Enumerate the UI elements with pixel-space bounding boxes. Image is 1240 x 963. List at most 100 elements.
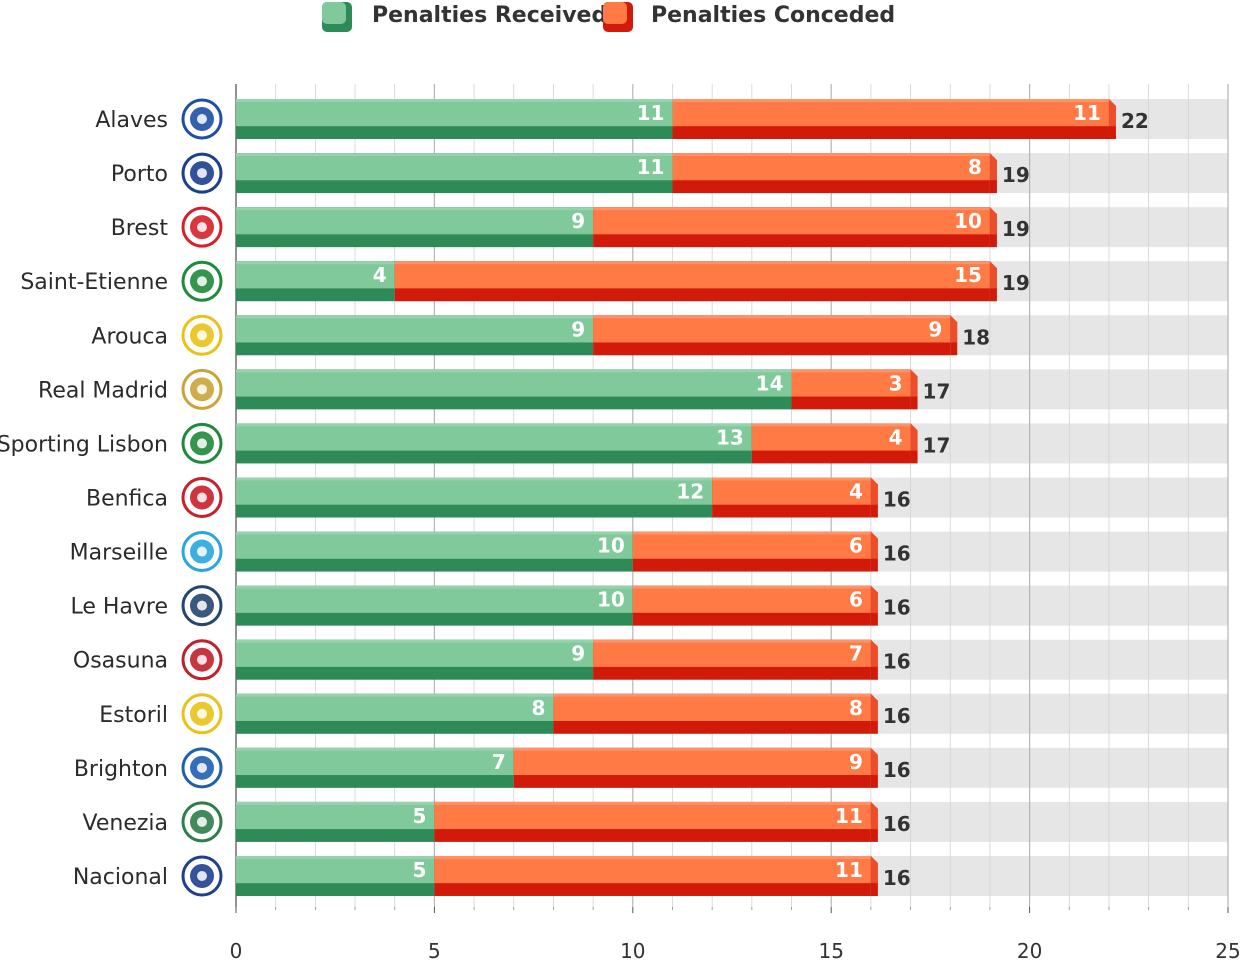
- bar-conceded-face: [513, 747, 871, 776]
- data-label-received: 10: [597, 588, 625, 612]
- bar-conceded-highlight: [434, 801, 871, 805]
- bar-conceded: [434, 801, 878, 842]
- le-havre-crest-icon-dot: [197, 600, 207, 611]
- bar-conceded-highlight: [553, 693, 871, 697]
- bar-conceded-cap-face: [870, 747, 878, 776]
- brighton-crest-icon-dot: [197, 762, 207, 773]
- data-label-conceded: 6: [849, 588, 863, 612]
- total-label: 19: [1002, 217, 1030, 241]
- bar-conceded-cap-face: [950, 315, 958, 343]
- porto-crest-icon: [181, 152, 223, 194]
- total-label: 18: [962, 325, 990, 349]
- data-label-conceded: 4: [889, 425, 903, 449]
- bar-conceded: [791, 369, 918, 410]
- x-tick-label: 5: [428, 939, 441, 959]
- bar-received-highlight: [236, 261, 395, 265]
- venezia-crest-icon: [181, 801, 223, 843]
- data-label-received: 11: [637, 101, 665, 125]
- data-label-conceded: 4: [849, 479, 863, 503]
- team-name-label: Real Madrid: [38, 378, 168, 403]
- data-label-received: 8: [532, 696, 546, 720]
- x-tick-label: 0: [230, 939, 243, 959]
- brest-crest-icon: [181, 206, 223, 248]
- bar-conceded-highlight: [672, 99, 1109, 102]
- bar-conceded-cap-face: [989, 153, 997, 181]
- team-name-label: Venezia: [83, 811, 169, 836]
- bar-received-face: [236, 693, 554, 721]
- sporting-crest-icon-dot: [197, 438, 207, 449]
- bar-conceded-face: [632, 585, 871, 613]
- bar-conceded-face: [751, 423, 911, 451]
- bar-received: [236, 693, 554, 734]
- benfica-crest-icon-dot: [197, 492, 207, 503]
- arouca-crest-icon: [181, 314, 223, 356]
- bar-conceded-highlight: [434, 855, 871, 859]
- x-tick-label: 25: [1215, 939, 1240, 959]
- data-label-received: 11: [637, 155, 665, 179]
- total-label: 16: [883, 866, 911, 890]
- data-label-conceded: 7: [849, 642, 863, 666]
- data-label-conceded: 8: [968, 155, 982, 179]
- estoril-crest-icon-dot: [197, 708, 207, 719]
- bar-received-face: [236, 855, 435, 884]
- team-name-label: Porto: [111, 162, 168, 187]
- bar-conceded-cap-face: [870, 639, 878, 667]
- bar-received: [236, 531, 633, 572]
- bar-received-highlight: [236, 423, 752, 427]
- bar-received: [236, 477, 713, 518]
- bar-received: [236, 261, 395, 302]
- bar-conceded-face: [593, 207, 990, 235]
- bar-conceded-face: [712, 477, 871, 505]
- bar-conceded: [672, 153, 997, 194]
- team-name-label: Le Havre: [70, 595, 168, 620]
- total-label: 22: [1121, 109, 1149, 133]
- bar-conceded: [513, 747, 878, 788]
- bar-received-highlight: [236, 585, 633, 589]
- data-label-conceded: 9: [849, 750, 863, 774]
- bar-conceded: [632, 531, 878, 572]
- legend-label-conceded: Penalties Conceded: [651, 3, 895, 28]
- data-label-received: 5: [412, 804, 426, 828]
- data-label-received: 4: [373, 263, 387, 287]
- bar-conceded-highlight: [394, 261, 990, 265]
- marseille-crest-icon: [181, 531, 223, 573]
- legend-swatch-conceded-front: [603, 2, 627, 24]
- data-label-conceded: 11: [835, 804, 863, 828]
- bar-conceded: [593, 207, 997, 248]
- bar-conceded-cap-face: [870, 693, 878, 721]
- bar-received: [236, 315, 594, 356]
- total-label: 16: [883, 812, 911, 836]
- data-label-conceded: 10: [954, 209, 982, 233]
- bar-conceded-highlight: [513, 747, 871, 751]
- bar-received-highlight: [236, 531, 633, 535]
- estoril-crest-icon: [181, 693, 223, 735]
- data-label-conceded: 6: [849, 534, 863, 558]
- total-label: 19: [1002, 271, 1030, 295]
- data-label-received: 7: [492, 750, 506, 774]
- bar-received: [236, 207, 594, 248]
- arouca-crest-icon-dot: [197, 330, 207, 341]
- bar-received-face: [236, 531, 633, 559]
- team-name-label: Saint-Etienne: [20, 270, 168, 295]
- bar-conceded: [712, 477, 878, 518]
- bar-conceded-cap-face: [910, 423, 918, 451]
- x-tick-label: 20: [1017, 939, 1042, 959]
- bar-conceded-cap-face: [989, 207, 997, 235]
- data-label-conceded: 3: [889, 371, 903, 395]
- real-madrid-crest-icon: [181, 368, 223, 410]
- bar-received-highlight: [236, 477, 713, 481]
- real-madrid-crest-icon-dot: [197, 384, 207, 395]
- total-label: 17: [923, 433, 951, 457]
- bar-conceded-cap-face: [870, 585, 878, 613]
- bar-received-highlight: [236, 747, 514, 751]
- le-havre-crest-icon: [181, 585, 223, 627]
- bar-conceded: [434, 855, 878, 896]
- bar-received-highlight: [236, 639, 594, 643]
- bar-received: [236, 423, 752, 464]
- team-name-label: Sporting Lisbon: [0, 432, 168, 457]
- brest-crest-icon-dot: [197, 222, 207, 233]
- bar-conceded-face: [672, 99, 1109, 127]
- team-name-label: Nacional: [73, 865, 168, 890]
